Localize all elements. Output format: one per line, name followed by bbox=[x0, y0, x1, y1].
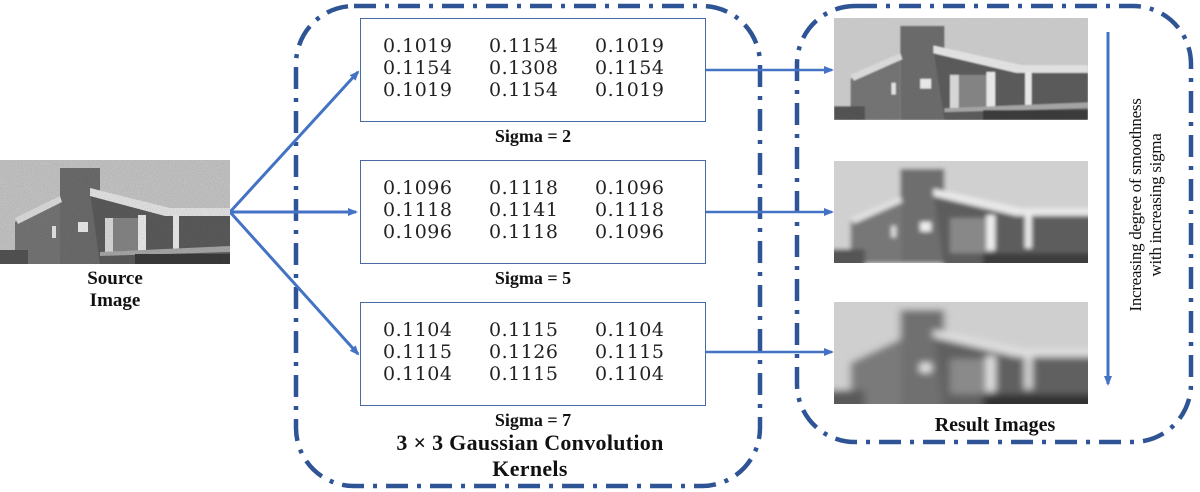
kernel-cell: 0.1115 bbox=[489, 319, 559, 341]
arrow-source-to-sigma2 bbox=[228, 70, 360, 214]
kernel-cell: 0.1154 bbox=[595, 57, 665, 79]
kernel-cell: 0.1118 bbox=[489, 177, 559, 199]
kernels-caption-line2: Kernels bbox=[492, 456, 568, 481]
smoothness-note-line1: Increasing degree of smoothness bbox=[1126, 98, 1145, 312]
kernel-cell: 0.1019 bbox=[383, 79, 453, 101]
kernel-cell: 0.1115 bbox=[489, 363, 559, 385]
kernel-cell: 0.1096 bbox=[383, 221, 453, 243]
kernel-cell: 0.1019 bbox=[383, 35, 453, 57]
kernel-cell: 0.1096 bbox=[383, 177, 453, 199]
kernel-cell: 0.1104 bbox=[383, 319, 453, 341]
kernel-cell: 0.1096 bbox=[595, 221, 665, 243]
result-image-sigma7 bbox=[834, 302, 1088, 404]
kernel-box-sigma5: 0.1096 0.1118 0.1096 0.1118 0.1141 0.111… bbox=[360, 160, 706, 264]
kernel-matrix: 0.1096 0.1118 0.1096 0.1118 0.1141 0.111… bbox=[383, 177, 701, 243]
source-image bbox=[0, 160, 230, 264]
sigma-label-2: Sigma = 2 bbox=[494, 126, 572, 146]
kernel-cell: 0.1118 bbox=[595, 199, 665, 221]
kernel-cell: 0.1308 bbox=[489, 57, 559, 79]
kernel-cell: 0.1019 bbox=[595, 35, 665, 57]
kernel-cell: 0.1019 bbox=[595, 79, 665, 101]
kernel-cell: 0.1118 bbox=[489, 221, 559, 243]
kernels-caption: 3 × 3 Gaussian Convolution Kernels bbox=[300, 430, 760, 482]
kernel-cell: 0.1115 bbox=[595, 341, 665, 363]
arrow-source-to-sigma7 bbox=[228, 210, 360, 356]
smoothness-note-line2: with increasing sigma bbox=[1146, 133, 1165, 277]
kernel-cell: 0.1115 bbox=[383, 341, 453, 363]
kernel-cell: 0.1118 bbox=[383, 199, 453, 221]
kernel-cell: 0.1141 bbox=[489, 199, 559, 221]
sigma-label-7: Sigma = 7 bbox=[494, 410, 572, 430]
kernel-matrix: 0.1104 0.1115 0.1104 0.1115 0.1126 0.111… bbox=[383, 319, 701, 385]
kernel-cell: 0.1104 bbox=[595, 319, 665, 341]
kernel-matrix: 0.1019 0.1154 0.1019 0.1154 0.1308 0.115… bbox=[383, 35, 701, 101]
kernel-cell: 0.1126 bbox=[489, 341, 559, 363]
source-label-line1: Source bbox=[87, 268, 143, 289]
source-label-line2: Image bbox=[89, 290, 141, 311]
kernel-cell: 0.1154 bbox=[489, 35, 559, 57]
result-images-caption: Result Images bbox=[934, 414, 1056, 436]
result-image-sigma2 bbox=[834, 18, 1088, 120]
kernel-cell: 0.1154 bbox=[383, 57, 453, 79]
result-image-sigma5 bbox=[834, 161, 1088, 263]
kernel-box-sigma7: 0.1104 0.1115 0.1104 0.1115 0.1126 0.111… bbox=[360, 302, 706, 406]
kernel-cell: 0.1154 bbox=[489, 79, 559, 101]
kernels-caption-line1: 3 × 3 Gaussian Convolution bbox=[396, 430, 664, 455]
kernel-cell: 0.1104 bbox=[595, 363, 665, 385]
kernel-box-sigma2: 0.1019 0.1154 0.1019 0.1154 0.1308 0.115… bbox=[360, 18, 706, 122]
source-image-caption: Source Image bbox=[40, 268, 190, 312]
sigma-label-5: Sigma = 5 bbox=[494, 268, 572, 288]
smoothness-note: Increasing degree of smoothness with inc… bbox=[1122, 60, 1170, 350]
kernel-cell: 0.1104 bbox=[383, 363, 453, 385]
kernel-cell: 0.1096 bbox=[595, 177, 665, 199]
